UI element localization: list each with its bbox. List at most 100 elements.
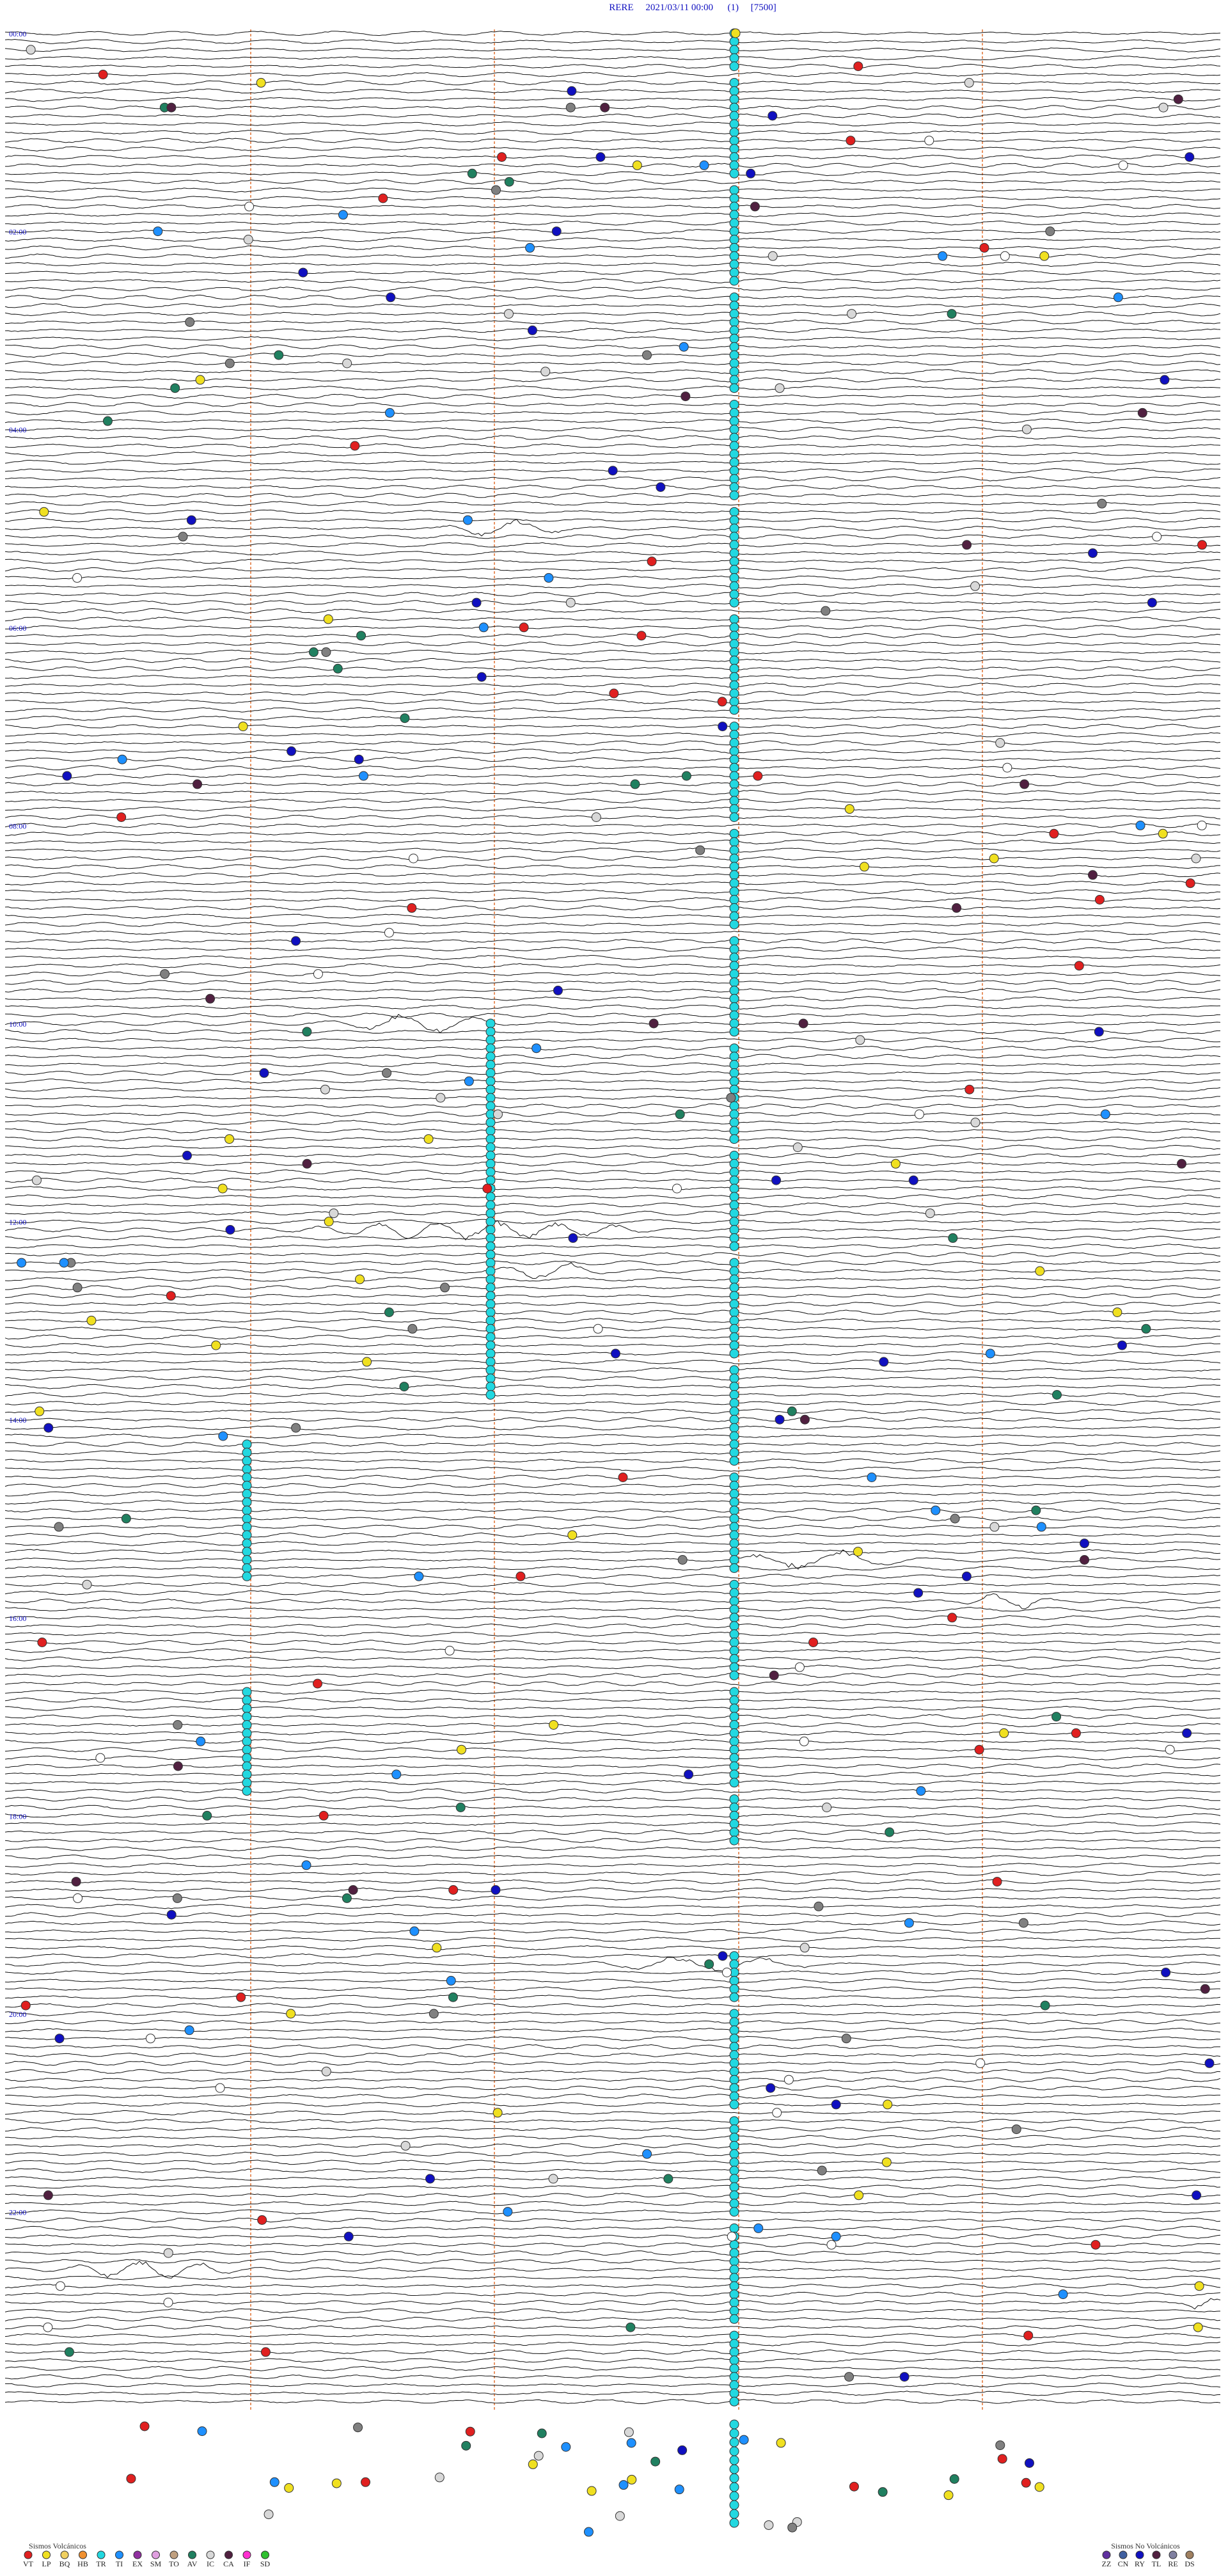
trace [4, 2143, 1221, 2149]
event [186, 515, 196, 525]
event [1023, 2330, 1034, 2341]
legend-swatch [1152, 2550, 1161, 2559]
event-ti [729, 218, 739, 228]
trace [4, 2044, 1220, 2050]
event-ti [729, 1835, 739, 1845]
event-ti [729, 1183, 739, 1194]
trace [4, 336, 1221, 342]
trace [4, 443, 1221, 449]
event [947, 1613, 957, 1623]
trace [4, 641, 1221, 647]
event [817, 2165, 827, 2176]
event-ti [729, 1348, 739, 1359]
trace [4, 1433, 1221, 1439]
event [178, 532, 188, 542]
trace [4, 1565, 1221, 1571]
event-ti [729, 1258, 739, 1268]
event [721, 1968, 732, 1977]
legend-code: AV [187, 2559, 198, 2568]
event [338, 210, 348, 220]
event [799, 1414, 810, 1425]
legend-swatch [261, 2550, 269, 2559]
event [407, 903, 417, 913]
event-ti [242, 1744, 252, 1755]
event-ti [485, 1118, 496, 1128]
trace [4, 1780, 1221, 1785]
trace [4, 1466, 1221, 1472]
trace [4, 1846, 1221, 1851]
event [776, 2438, 786, 2448]
trace [4, 1062, 1221, 1068]
event [264, 2509, 274, 2520]
legend-swatch [115, 2550, 123, 2559]
event [269, 2477, 279, 2487]
event [455, 1803, 466, 1812]
event-ti [729, 1629, 739, 1640]
event-ti [485, 1357, 496, 1367]
trace [5, 831, 1221, 837]
event-ti [729, 1101, 739, 1111]
event [211, 1340, 221, 1350]
event [467, 168, 477, 178]
trace [4, 1673, 1221, 1679]
event [350, 441, 360, 451]
event [464, 1076, 474, 1086]
event-ti [729, 2289, 739, 2300]
trace [4, 2176, 1221, 2181]
event [256, 77, 266, 88]
event-ti [729, 1052, 739, 1062]
trace [5, 220, 1221, 226]
event-ti [242, 1456, 252, 1466]
trace [4, 1301, 1221, 1307]
event [197, 2426, 207, 2437]
event-ti [242, 1555, 252, 1565]
event-ti [729, 911, 739, 921]
trace [4, 1879, 1221, 1885]
event-ti [729, 193, 739, 203]
event-ti [729, 86, 739, 96]
trace [4, 1549, 1221, 1554]
event-ti [729, 2509, 739, 2519]
event-ti [485, 1043, 496, 1054]
event [1049, 828, 1059, 839]
event [308, 647, 319, 657]
event-ti [485, 1134, 496, 1144]
trace [4, 2101, 1221, 2107]
event [1035, 1266, 1045, 1276]
event [448, 1885, 459, 1895]
event [1192, 2190, 1202, 2201]
trace [4, 287, 1221, 292]
trace [4, 434, 1221, 441]
trace [4, 2250, 1221, 2256]
trace [4, 1260, 1221, 1266]
event-ti [729, 2099, 739, 2110]
trace [4, 2261, 1221, 2279]
event [727, 2231, 737, 2241]
event [436, 1093, 446, 1103]
event-ti [729, 1150, 739, 1160]
trace [4, 47, 1221, 52]
trace [4, 2035, 1221, 2041]
legend-swatch [206, 2550, 215, 2559]
event [173, 1761, 183, 1771]
event [195, 375, 205, 385]
trace [4, 1656, 1221, 1662]
trace [4, 1202, 1221, 1208]
event-ti [729, 1167, 739, 1177]
trace [4, 2126, 1221, 2132]
event-ti [729, 919, 739, 929]
trace [5, 1079, 1221, 1084]
trace [4, 806, 1221, 812]
trace [4, 1014, 1221, 1034]
event-ti [729, 342, 739, 352]
trace [4, 2316, 1221, 2322]
trace [4, 971, 1221, 977]
event [504, 177, 514, 187]
event [1194, 2281, 1204, 2291]
trace [4, 1244, 1221, 1249]
trace [4, 2052, 1221, 2058]
trace [4, 1392, 1221, 1398]
event [561, 2442, 571, 2452]
event [145, 2034, 155, 2044]
event-ti [485, 1068, 496, 1078]
